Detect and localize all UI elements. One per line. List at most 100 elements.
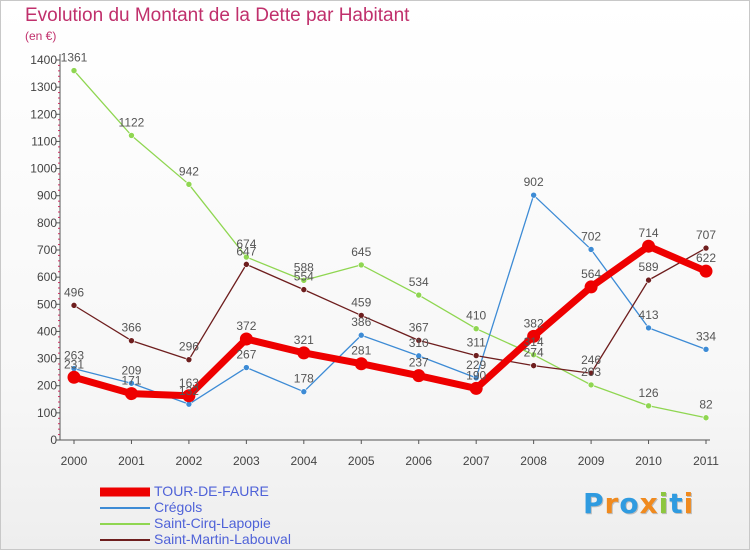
- x-tick-label: 2007: [463, 454, 490, 468]
- legend-swatch-saint-martin-labouval: [100, 539, 150, 541]
- proxiti-logo-letter: i: [658, 487, 670, 520]
- data-label-saint-cirq-lapopie: 588: [294, 260, 314, 274]
- legend-swatch-cregols: [100, 507, 150, 509]
- data-label-cregols: 310: [409, 336, 429, 350]
- data-label-saint-cirq-lapopie: 1361: [61, 51, 88, 65]
- data-point-saint-cirq-lapopie: [300, 277, 308, 284]
- data-point-saint-cirq-lapopie: [587, 381, 595, 389]
- data-label-saint-martin-labouval: 246: [581, 353, 601, 367]
- legend-label-tour-de-faure: TOUR-DE-FAURE: [154, 483, 269, 499]
- data-label-cregols: 209: [121, 363, 141, 377]
- x-tick-label: 2005: [348, 454, 375, 468]
- data-point-cregols: [472, 374, 480, 382]
- x-tick-label: 2003: [233, 454, 260, 468]
- data-point-saint-martin-labouval: [702, 244, 710, 252]
- data-point-saint-cirq-lapopie: [243, 253, 250, 261]
- data-point-saint-martin-labouval: [357, 312, 365, 319]
- data-label-saint-cirq-lapopie: 82: [699, 398, 713, 412]
- data-point-tour-de-faure: [124, 387, 138, 401]
- proxiti-logo: Proxiti: [583, 487, 694, 520]
- data-point-tour-de-faure: [239, 332, 253, 346]
- data-label-cregols: 386: [351, 315, 371, 329]
- proxiti-logo-letter: o: [619, 487, 640, 520]
- data-point-tour-de-faure: [354, 357, 368, 371]
- legend-item-cregols: Crégols: [100, 499, 360, 516]
- data-label-cregols: 178: [294, 372, 314, 386]
- data-label-saint-cirq-lapopie: 674: [236, 237, 256, 251]
- data-label-tour-de-faure: 190: [466, 368, 486, 382]
- chart-title: Evolution du Montant de la Dette par Hab…: [25, 5, 410, 26]
- data-point-tour-de-faure: [412, 369, 426, 383]
- data-point-cregols: [702, 346, 710, 353]
- x-tick-label: 2010: [635, 454, 662, 468]
- data-label-saint-martin-labouval: 296: [179, 340, 199, 354]
- data-point-saint-martin-labouval: [300, 286, 308, 293]
- data-point-tour-de-faure: [469, 381, 483, 395]
- data-point-saint-cirq-lapopie: [702, 414, 710, 422]
- data-point-tour-de-faure: [297, 346, 311, 360]
- y-tick-label: 1100: [31, 134, 57, 148]
- data-label-tour-de-faure: 564: [581, 267, 601, 281]
- proxiti-logo-letter: t: [669, 487, 684, 520]
- proxiti-logo-letter: i: [683, 487, 695, 520]
- data-point-saint-cirq-lapopie: [357, 261, 365, 269]
- data-point-saint-martin-labouval: [70, 302, 78, 309]
- data-point-saint-martin-labouval: [587, 369, 595, 377]
- data-label-saint-martin-labouval: 366: [121, 321, 141, 335]
- data-point-cregols: [128, 379, 135, 387]
- data-label-saint-cirq-lapopie: 410: [466, 309, 486, 323]
- data-point-saint-cirq-lapopie: [645, 402, 652, 410]
- data-label-saint-cirq-lapopie: 126: [639, 386, 659, 400]
- series-line-cregols: [73, 194, 707, 405]
- proxiti-logo-letter: P: [583, 487, 605, 520]
- x-tick-label: 2004: [290, 454, 317, 468]
- legend-swatch-saint-cirq-lapopie: [100, 523, 150, 525]
- data-label-saint-cirq-lapopie: 203: [581, 365, 601, 379]
- data-point-saint-cirq-lapopie: [472, 325, 480, 333]
- data-label-tour-de-faure: 622: [696, 251, 716, 265]
- series-line-saint-martin-labouval: [73, 247, 707, 374]
- y-tick-label: 0: [50, 433, 57, 447]
- data-label-cregols: 902: [524, 175, 544, 189]
- data-label-tour-de-faure: 163: [179, 376, 199, 390]
- y-tick-label: 1300: [30, 80, 57, 94]
- data-label-saint-cirq-lapopie: 314: [524, 335, 544, 349]
- data-label-tour-de-faure: 281: [351, 344, 371, 358]
- legend-label-saint-cirq-lapopie: Saint-Cirq-Lapopie: [154, 515, 271, 531]
- y-tick-label: 600: [37, 270, 57, 284]
- y-tick-label: 400: [37, 324, 57, 338]
- data-point-saint-cirq-lapopie: [415, 291, 423, 299]
- y-tick-label: 1400: [30, 53, 57, 67]
- data-point-cregols: [357, 331, 365, 339]
- data-point-saint-martin-labouval: [415, 337, 423, 344]
- data-point-saint-martin-labouval: [185, 356, 193, 363]
- data-point-saint-martin-labouval: [128, 337, 135, 344]
- data-label-cregols: 413: [639, 308, 659, 322]
- data-point-saint-cirq-lapopie: [530, 351, 537, 359]
- data-point-saint-martin-labouval: [645, 276, 652, 284]
- series-line-tour-de-faure: [70, 242, 710, 400]
- data-label-tour-de-faure: 231: [64, 357, 84, 371]
- chart-unit-label: (en €): [25, 29, 57, 43]
- data-point-saint-cirq-lapopie: [185, 181, 193, 188]
- data-label-cregols: 267: [236, 348, 256, 362]
- data-point-tour-de-faure: [67, 370, 81, 384]
- data-point-cregols: [300, 388, 308, 395]
- data-label-tour-de-faure: 237: [409, 356, 429, 370]
- y-tick-label: 900: [37, 189, 57, 203]
- y-tick-label: 1200: [30, 107, 57, 121]
- x-tick-label: 2000: [61, 454, 88, 468]
- data-point-cregols: [530, 191, 537, 199]
- legend-label-saint-martin-labouval: Saint-Martin-Labouval: [154, 531, 291, 547]
- data-label-saint-martin-labouval: 589: [639, 260, 659, 274]
- data-point-saint-cirq-lapopie: [128, 132, 135, 139]
- data-label-tour-de-faure: 321: [294, 333, 314, 347]
- data-label-saint-martin-labouval: 367: [409, 320, 429, 334]
- data-label-saint-cirq-lapopie: 942: [179, 164, 199, 178]
- data-point-cregols: [243, 364, 250, 371]
- data-label-saint-martin-labouval: 311: [467, 336, 486, 350]
- legend-item-saint-martin-labouval: Saint-Martin-Labouval: [100, 531, 360, 548]
- data-point-cregols: [645, 324, 652, 332]
- data-point-tour-de-faure: [182, 389, 196, 403]
